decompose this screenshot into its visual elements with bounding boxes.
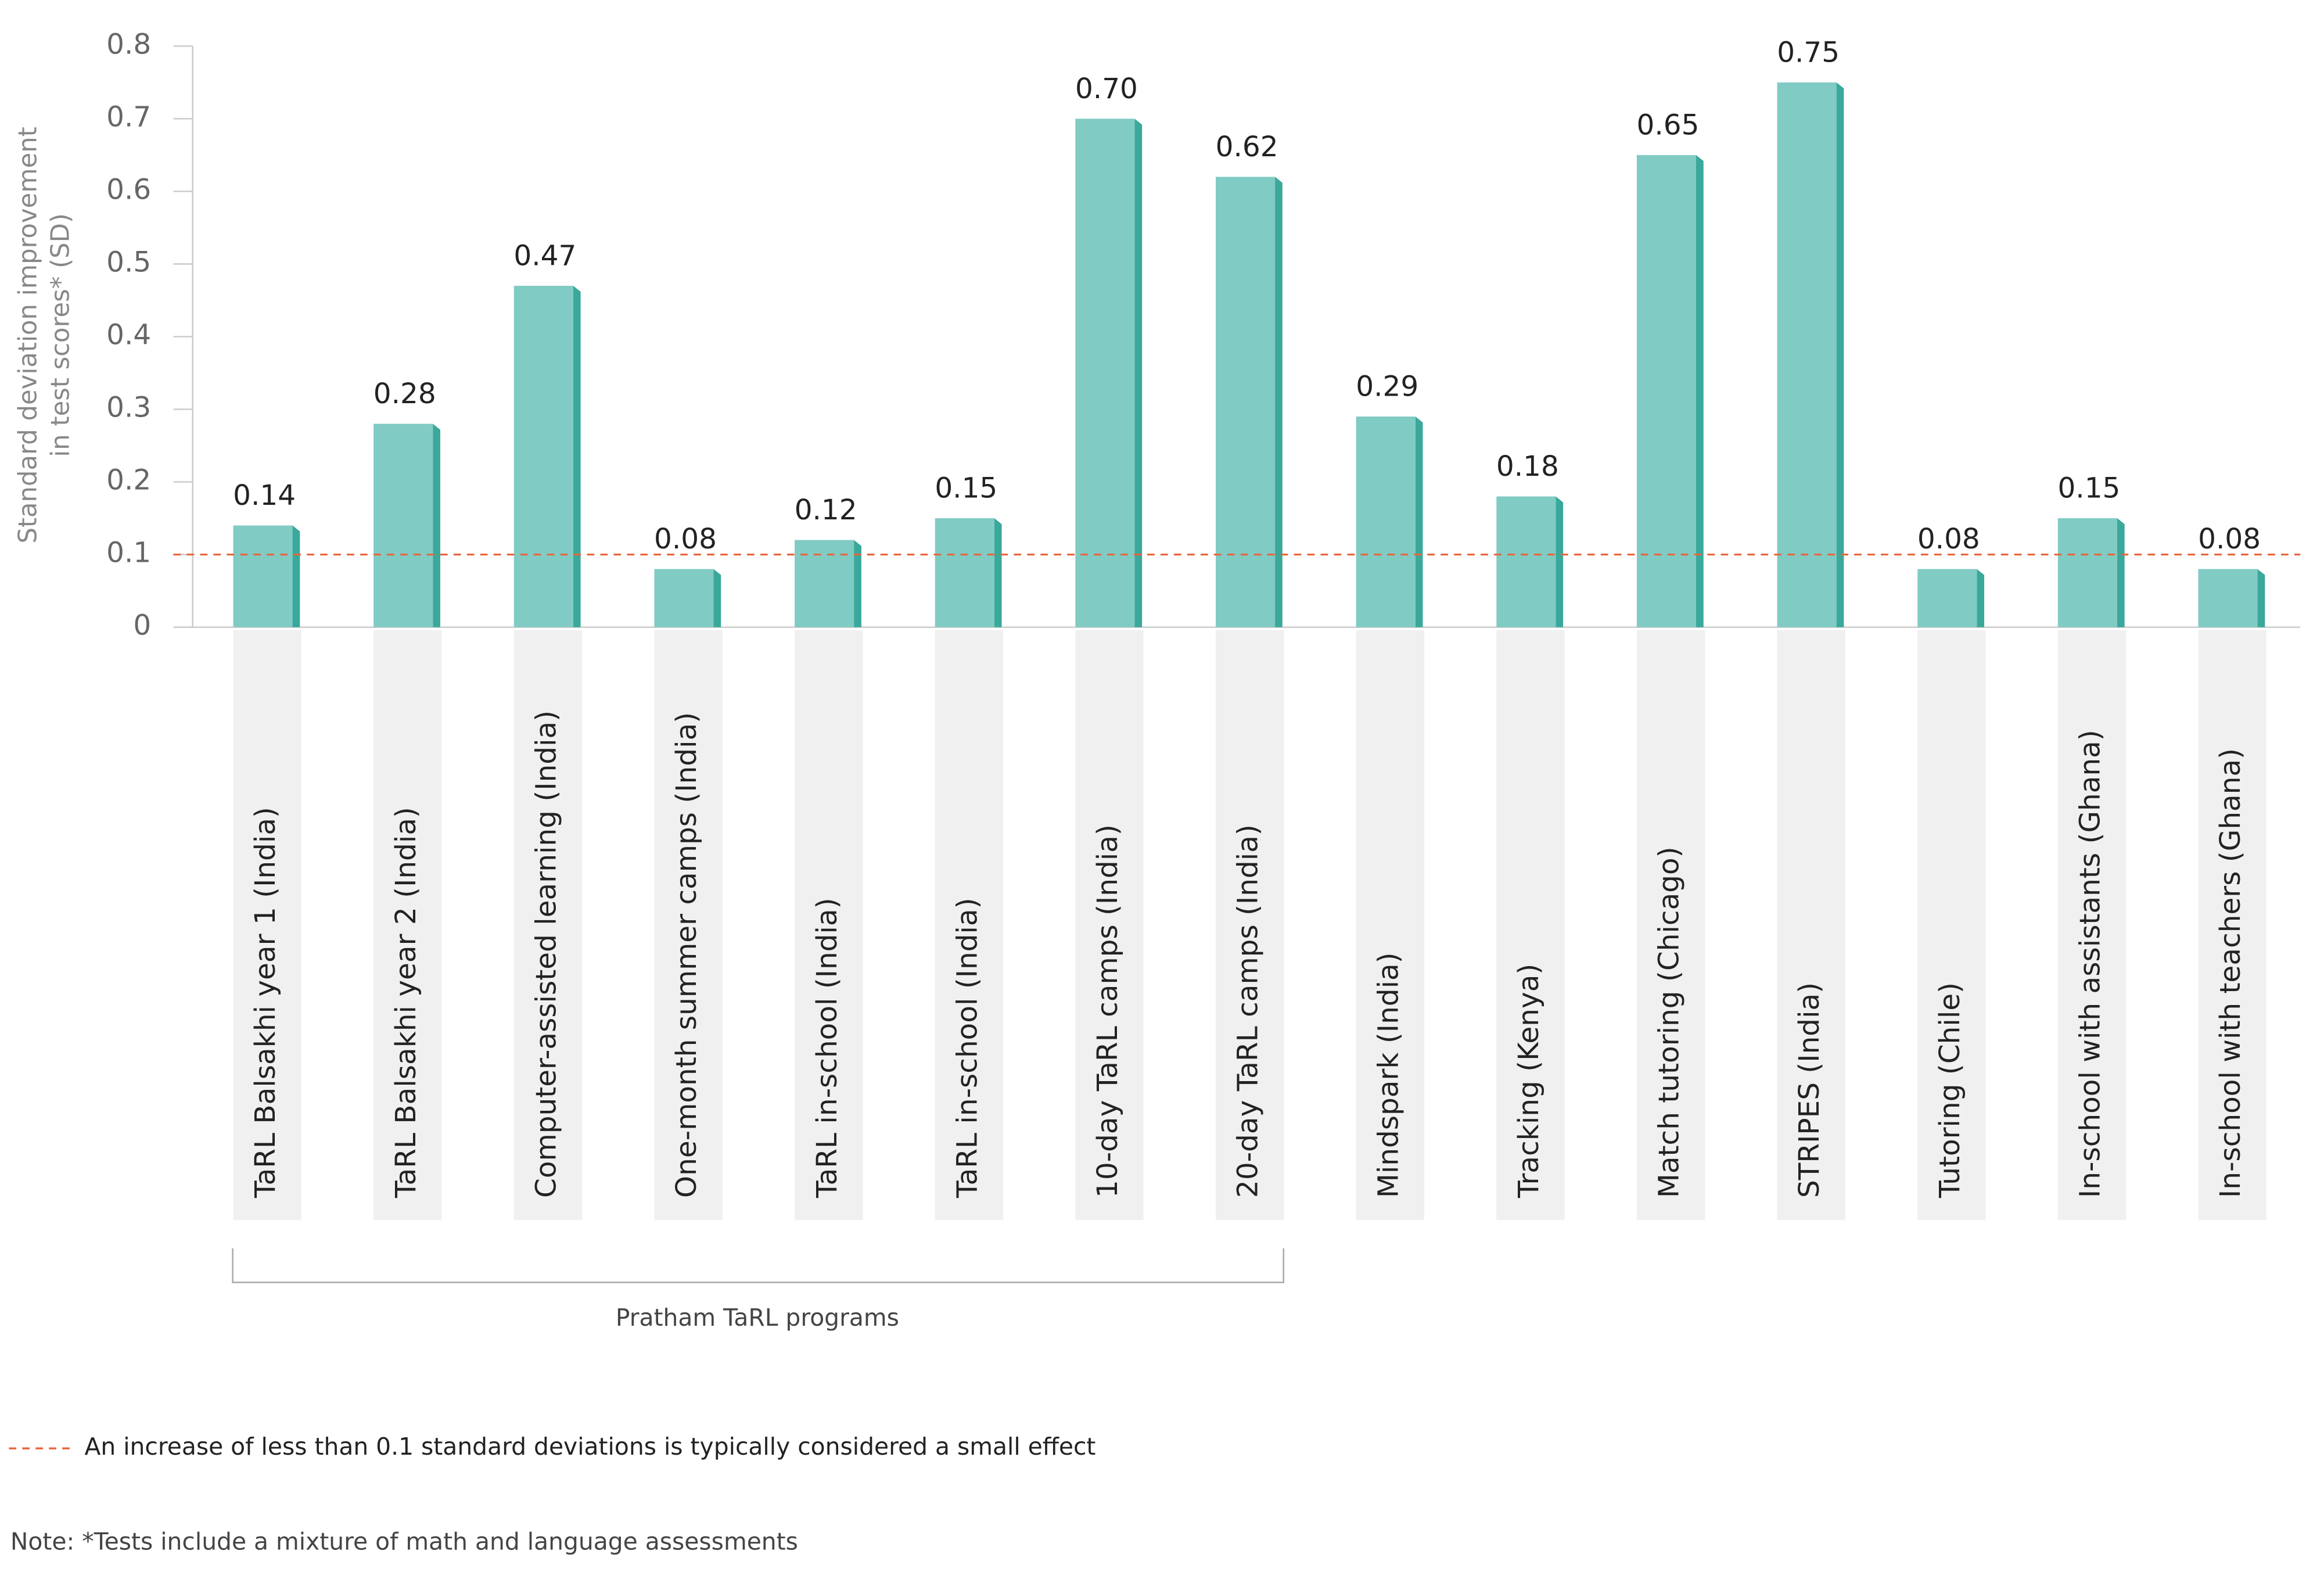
bar bbox=[513, 285, 573, 627]
bar-side bbox=[2117, 518, 2125, 627]
bar-side bbox=[1275, 177, 1283, 627]
bar bbox=[935, 518, 994, 627]
bar-side bbox=[854, 540, 861, 627]
category-box bbox=[1496, 630, 1565, 1221]
bar bbox=[654, 569, 714, 627]
value-label: 0.15 bbox=[2057, 472, 2120, 505]
category-box bbox=[1636, 630, 1705, 1221]
x-tick-label: 10-day TaRL camps (India) bbox=[1091, 824, 1124, 1198]
y-axis-label: in test scores* (SD) bbox=[46, 213, 76, 457]
x-tick-label: One-month summer camps (India) bbox=[670, 712, 703, 1198]
x-tick-label: Match tutoring (Chicago) bbox=[1653, 846, 1686, 1198]
y-axis-label: Standard deviation improvement bbox=[14, 127, 43, 543]
bar bbox=[1917, 569, 1977, 627]
bar-side bbox=[573, 285, 581, 627]
bar bbox=[1075, 119, 1135, 627]
bar bbox=[2198, 569, 2258, 627]
y-tick-label: 0 bbox=[133, 609, 151, 642]
bar bbox=[1356, 417, 1416, 627]
category-box bbox=[1215, 630, 1284, 1221]
bar-side bbox=[433, 424, 440, 627]
value-label: 0.62 bbox=[1216, 131, 1278, 163]
bar-side bbox=[994, 518, 1002, 627]
category-box bbox=[1917, 630, 1986, 1221]
x-tick-label: TaRL Balsakhi year 1 (India) bbox=[249, 807, 282, 1198]
x-tick-label: In-school with assistants (Ghana) bbox=[2074, 730, 2107, 1198]
bar bbox=[2057, 518, 2117, 627]
value-label: 0.08 bbox=[654, 523, 717, 555]
x-tick-label: TaRL in-school (India) bbox=[951, 898, 983, 1198]
category-box bbox=[1356, 630, 1425, 1221]
category-box bbox=[233, 630, 301, 1221]
bar-side bbox=[1415, 417, 1423, 627]
x-tick-label: Tutoring (Chile) bbox=[1934, 982, 1966, 1198]
value-label: 0.28 bbox=[373, 378, 436, 410]
category-box bbox=[795, 630, 863, 1221]
y-tick-label: 0.3 bbox=[106, 391, 151, 424]
category-box bbox=[373, 630, 442, 1221]
value-label: 0.75 bbox=[1777, 36, 1840, 69]
bar-side bbox=[2257, 569, 2265, 627]
bar bbox=[1496, 496, 1556, 627]
group-bracket bbox=[232, 1248, 1285, 1283]
value-label: 0.15 bbox=[935, 472, 997, 505]
note: Note: *Tests include a mixture of math a… bbox=[10, 1528, 798, 1556]
bar bbox=[1636, 155, 1696, 627]
bar-side bbox=[1836, 82, 1844, 627]
value-label: 0.14 bbox=[233, 479, 296, 512]
category-box bbox=[935, 630, 1004, 1221]
value-label: 0.29 bbox=[1356, 371, 1418, 403]
value-label: 0.65 bbox=[1637, 109, 1700, 141]
category-box bbox=[2057, 630, 2127, 1221]
bar-side bbox=[1696, 155, 1704, 627]
x-tick-label: In-school with teachers (Ghana) bbox=[2214, 748, 2247, 1198]
bar-side bbox=[292, 525, 300, 627]
bar bbox=[1215, 177, 1276, 627]
bar-side bbox=[1134, 119, 1143, 627]
category-box bbox=[513, 630, 583, 1221]
legend-label: An increase of less than 0.1 standard de… bbox=[84, 1433, 1095, 1460]
bar bbox=[373, 424, 433, 627]
value-label: 0.12 bbox=[795, 494, 857, 526]
y-tick-label: 0.5 bbox=[106, 246, 151, 278]
x-tick-label: Computer-assisted learning (India) bbox=[530, 710, 562, 1198]
x-tick-label: STRIPES (India) bbox=[1793, 982, 1826, 1198]
x-tick-label: TaRL Balsakhi year 2 (India) bbox=[390, 807, 422, 1198]
x-tick-label: Mindspark (India) bbox=[1372, 952, 1405, 1198]
bar-side bbox=[1556, 496, 1564, 627]
value-label: 0.47 bbox=[513, 239, 576, 272]
y-tick-label: 0.8 bbox=[106, 28, 151, 60]
category-box bbox=[1075, 630, 1144, 1221]
bar bbox=[233, 525, 293, 627]
bar-side bbox=[1977, 569, 1985, 627]
x-tick-label: Tracking (Kenya) bbox=[1513, 964, 1545, 1198]
value-label: 0.70 bbox=[1075, 73, 1138, 105]
bar bbox=[1777, 82, 1837, 627]
category-box bbox=[2198, 630, 2266, 1221]
y-tick-label: 0.4 bbox=[106, 318, 151, 351]
bar-side bbox=[713, 569, 721, 627]
x-tick-label: TaRL in-school (India) bbox=[811, 898, 843, 1198]
group-label: Pratham TaRL programs bbox=[616, 1304, 899, 1332]
y-tick-label: 0.2 bbox=[106, 464, 151, 497]
category-box bbox=[654, 630, 723, 1221]
value-label: 0.18 bbox=[1496, 450, 1559, 483]
y-tick-label: 0.6 bbox=[106, 173, 151, 206]
category-box bbox=[1777, 630, 1845, 1221]
y-tick-label: 0.1 bbox=[106, 537, 151, 569]
y-tick-label: 0.7 bbox=[106, 101, 151, 133]
x-tick-label: 20-day TaRL camps (India) bbox=[1232, 824, 1265, 1198]
bar bbox=[795, 540, 854, 627]
value-label: 0.08 bbox=[1917, 523, 1980, 555]
value-label: 0.08 bbox=[2198, 523, 2261, 555]
